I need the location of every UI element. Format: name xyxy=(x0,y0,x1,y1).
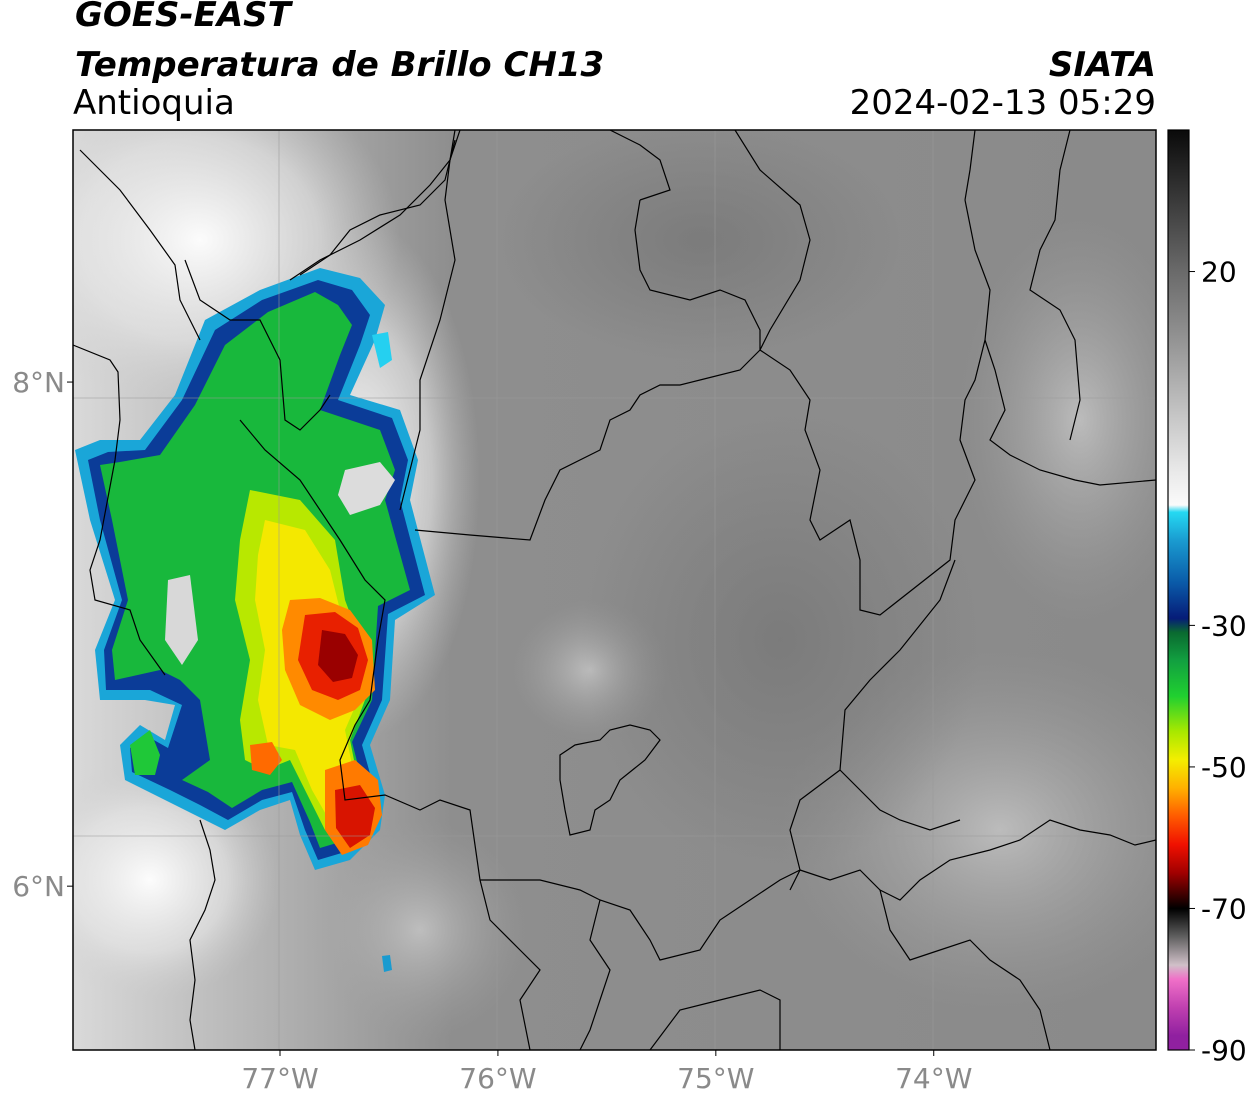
colorbar: 20 -30 -50 -70 -90 xyxy=(1167,129,1247,1067)
lon-tick-label: 75°W xyxy=(677,1062,754,1095)
cloud-haze-east xyxy=(960,220,1156,620)
colorbar-tick-label: -50 xyxy=(1201,751,1247,784)
border-cesar xyxy=(734,130,811,351)
agency-label: SIATA xyxy=(1048,45,1156,85)
lon-tick-label: 77°W xyxy=(241,1062,318,1095)
border-panama xyxy=(73,344,166,676)
convective-storm xyxy=(75,268,435,972)
border-boyaca-west xyxy=(839,769,961,831)
border-cundinamarca-south xyxy=(879,889,1051,1050)
satellite-title: GOES-EAST xyxy=(75,0,291,35)
lat-tick-label: 6°N xyxy=(12,870,65,903)
colorbar-gradient xyxy=(1168,130,1189,1050)
border-boyaca xyxy=(984,339,1156,486)
border-sucre xyxy=(634,199,761,350)
political-boundaries xyxy=(73,130,1156,1050)
colorbar-tick-label: -70 xyxy=(1201,892,1247,925)
clear-sky-north xyxy=(500,130,900,360)
border-bolivar xyxy=(759,199,991,616)
map-frame xyxy=(72,129,1157,1051)
lon-tick-label: 74°W xyxy=(895,1062,972,1095)
border-risaralda xyxy=(579,899,611,1050)
lat-tick-label: 8°N xyxy=(12,366,65,399)
product-title: Temperatura de Brillo CH13 xyxy=(75,45,605,85)
border-cordoba-east xyxy=(399,130,456,511)
latitude-ticks: 8°N 6°N xyxy=(12,366,73,903)
border-antioquia-cordoba xyxy=(414,349,761,541)
enclave-boundary xyxy=(559,724,661,836)
map-panel xyxy=(73,130,1156,1050)
coastline-pacific xyxy=(79,149,201,341)
coastline-caribbean-inner xyxy=(299,139,456,276)
colorbar-tick-label: -90 xyxy=(1201,1034,1247,1067)
lon-tick-label: 76°W xyxy=(459,1062,536,1095)
cyan-cell-north xyxy=(372,332,392,368)
border-valle xyxy=(189,819,216,1050)
longitude-ticks: 77°W 76°W 75°W 74°W xyxy=(241,1050,972,1095)
coastline-uraba xyxy=(184,259,331,431)
colorbar-tick-label: 20 xyxy=(1201,256,1237,289)
colorbar-frame xyxy=(1167,129,1190,1051)
storm-green-west-arm xyxy=(130,730,160,775)
cloud-haze-south xyxy=(310,820,530,1040)
storm-orange-small xyxy=(250,742,282,775)
cyan-cell-south xyxy=(382,955,392,972)
border-choco-antioquia xyxy=(239,419,541,1050)
border-cundinamarca xyxy=(799,819,1156,901)
region-label: Antioquia xyxy=(73,83,235,123)
border-caldas xyxy=(480,869,801,961)
storm-red-south xyxy=(335,785,375,848)
gridlines xyxy=(73,130,1156,1050)
border-magdalena xyxy=(609,130,671,201)
clear-sky-center xyxy=(580,410,980,870)
clear-gap-east xyxy=(338,462,395,515)
border-tolima xyxy=(649,989,781,1050)
storm-darkred-core xyxy=(318,630,358,682)
border-magdalena-river xyxy=(789,559,956,891)
border-northeast xyxy=(1029,130,1081,441)
timestamp-label: 2024-02-13 05:29 xyxy=(849,83,1156,123)
colorbar-ticks: 20 -30 -50 -70 -90 xyxy=(1189,256,1247,1067)
colorbar-tick-label: -30 xyxy=(1201,609,1247,642)
clear-gap-west xyxy=(165,575,198,665)
border-east-santander xyxy=(964,130,976,201)
